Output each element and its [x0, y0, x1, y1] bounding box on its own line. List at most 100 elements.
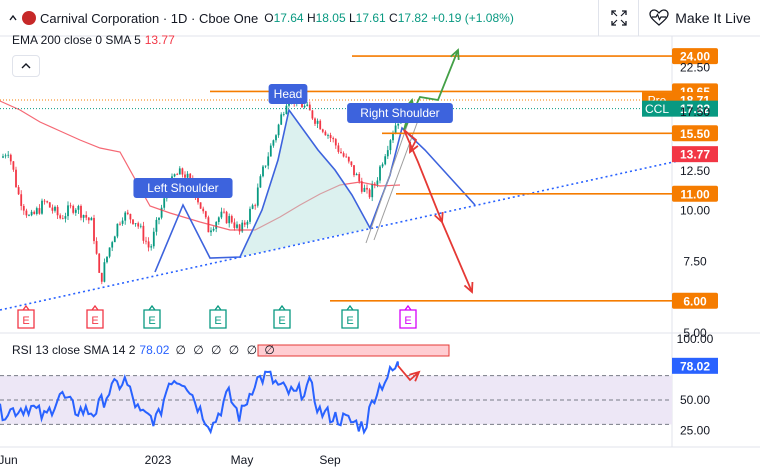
candle: [145, 236, 147, 245]
collapse-indicators-button[interactable]: [12, 55, 40, 77]
ema-line: [0, 100, 401, 231]
candle: [87, 217, 90, 224]
candle: [176, 172, 179, 176]
candle-body: [111, 242, 114, 248]
candle-body: [199, 202, 202, 209]
candle: [210, 227, 212, 237]
candle: [269, 143, 272, 157]
candle-body: [308, 104, 311, 111]
candle-body: [124, 212, 127, 221]
rsi-overbought-box: [257, 344, 450, 357]
price-level-tag[interactable]: [672, 48, 718, 65]
time-axis-tick: Sep: [319, 453, 341, 467]
candle: [74, 208, 77, 216]
candle-body: [321, 129, 324, 132]
candle-body: [363, 187, 366, 192]
price-tag-prefix-box: [642, 100, 672, 117]
candle-body: [56, 206, 59, 216]
earnings-marker-label: E: [214, 315, 221, 327]
price-tag-value-box: [672, 146, 718, 163]
symbol-title[interactable]: Carnival Corporation · 1D · Cboe One: [40, 10, 259, 26]
candle: [314, 117, 316, 127]
candle: [77, 204, 80, 215]
candle: [181, 167, 184, 178]
arrow-line: [403, 129, 418, 153]
candle: [61, 215, 64, 220]
candle-body: [67, 205, 69, 217]
candle-body: [126, 212, 129, 214]
candle: [230, 214, 233, 224]
rsi-value-tag: 78.02: [680, 359, 710, 373]
candle-body: [155, 219, 158, 232]
earnings-marker[interactable]: E: [209, 304, 227, 329]
candle: [251, 203, 254, 210]
candle: [132, 219, 134, 225]
candle-body: [20, 194, 23, 206]
candle: [303, 104, 306, 109]
candle-body: [358, 174, 361, 182]
candle: [329, 132, 332, 143]
candle: [25, 208, 28, 218]
earnings-marker-shape: [86, 304, 104, 329]
earnings-marker[interactable]: E: [273, 304, 291, 329]
earnings-marker[interactable]: E: [17, 304, 35, 329]
candle-body: [376, 180, 379, 185]
earnings-marker[interactable]: E: [86, 304, 104, 329]
candle-body: [106, 256, 108, 263]
candles-group: [2, 90, 405, 285]
make-it-live-button[interactable]: Make It Live: [638, 0, 760, 36]
candle: [277, 123, 280, 138]
candle-body: [303, 105, 306, 108]
candle: [95, 237, 98, 255]
candle: [212, 226, 215, 232]
candle: [38, 204, 41, 215]
collapse-chevron-icon[interactable]: [8, 13, 18, 23]
candle-body: [17, 187, 20, 195]
price-level-tag[interactable]: [672, 185, 718, 202]
candle: [150, 244, 153, 251]
support-trendline: [0, 154, 706, 311]
candle-body: [355, 174, 358, 176]
candle-body: [366, 187, 368, 190]
candle-body: [142, 225, 145, 241]
candle-body: [236, 224, 238, 228]
earnings-marker[interactable]: E: [143, 304, 161, 329]
rsi-legend[interactable]: RSI 13 close SMA 14 2 78.02 ∅ ∅ ∅ ∅ ∅ ∅: [12, 343, 277, 357]
candle: [108, 247, 111, 259]
candle: [9, 153, 12, 165]
candle-body: [285, 105, 288, 115]
price-axis-tick: 10.00: [680, 204, 710, 218]
candle-body: [189, 173, 192, 180]
candle: [134, 223, 137, 227]
candle: [98, 252, 101, 274]
price-level-tag[interactable]: [672, 292, 718, 309]
fullscreen-button[interactable]: [598, 0, 639, 36]
ema-value: 13.77: [144, 33, 175, 47]
candle-body: [319, 120, 322, 130]
candle: [311, 109, 314, 120]
price-level-tag-label: 24.00: [680, 50, 710, 64]
make-it-live-label: Make It Live: [675, 10, 751, 26]
arrow-line: [441, 221, 473, 293]
candle-body: [337, 145, 340, 152]
candle: [389, 139, 392, 155]
candle-body: [129, 213, 132, 220]
price-axis-tick: 22.50: [680, 61, 710, 75]
candle: [236, 221, 238, 230]
candle-body: [178, 168, 181, 175]
candle: [80, 204, 82, 221]
price-level-tag[interactable]: [672, 125, 718, 142]
candle: [155, 217, 158, 236]
candle-body: [277, 124, 280, 136]
earnings-marker[interactable]: E: [341, 304, 359, 329]
earnings-marker-shape: [17, 304, 35, 329]
ema-legend[interactable]: EMA 200 close 0 SMA 5 13.77: [12, 33, 175, 47]
price-axis-tick: 12.50: [680, 164, 710, 178]
price-level-tag-label: 15.50: [680, 127, 710, 141]
candle: [217, 216, 220, 225]
candle: [103, 258, 106, 283]
earnings-marker[interactable]: E: [399, 304, 417, 329]
arrow-line: [403, 129, 443, 223]
